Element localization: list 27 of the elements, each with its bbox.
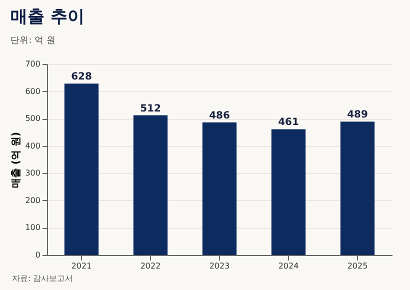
bar <box>64 84 99 255</box>
y-tick-label: 200 <box>25 196 40 205</box>
y-tick-label: 0 <box>35 250 40 260</box>
y-tick-label: 400 <box>25 141 40 150</box>
y-tick-label: 100 <box>25 223 40 232</box>
bar <box>133 115 168 255</box>
x-tick-label: 2021 <box>71 262 92 270</box>
x-tick-label: 2024 <box>278 262 299 270</box>
y-tick-label: 600 <box>25 86 40 96</box>
x-tick-label: 2023 <box>209 262 230 270</box>
chart-title: 매출 추이 <box>10 7 85 27</box>
chart-subtitle: 단위: 억 원 <box>10 36 56 46</box>
data-label: 489 <box>347 110 368 121</box>
y-tick-label: 700 <box>25 60 40 68</box>
y-axis-title: 매출 (억 원) <box>11 132 22 188</box>
bar <box>340 122 375 255</box>
x-tick-label: 2025 <box>347 262 368 270</box>
x-tick-label: 2022 <box>140 262 161 270</box>
text: 자료: 감사보고서 <box>12 273 74 285</box>
y-tick-label: 300 <box>25 168 40 178</box>
bar <box>202 122 237 255</box>
data-label: 486 <box>209 110 230 122</box>
data-label: 461 <box>278 117 299 128</box>
data-label: 628 <box>71 72 92 83</box>
data-label: 512 <box>140 103 161 114</box>
bar <box>271 129 306 255</box>
y-tick-label: 500 <box>25 114 40 124</box>
